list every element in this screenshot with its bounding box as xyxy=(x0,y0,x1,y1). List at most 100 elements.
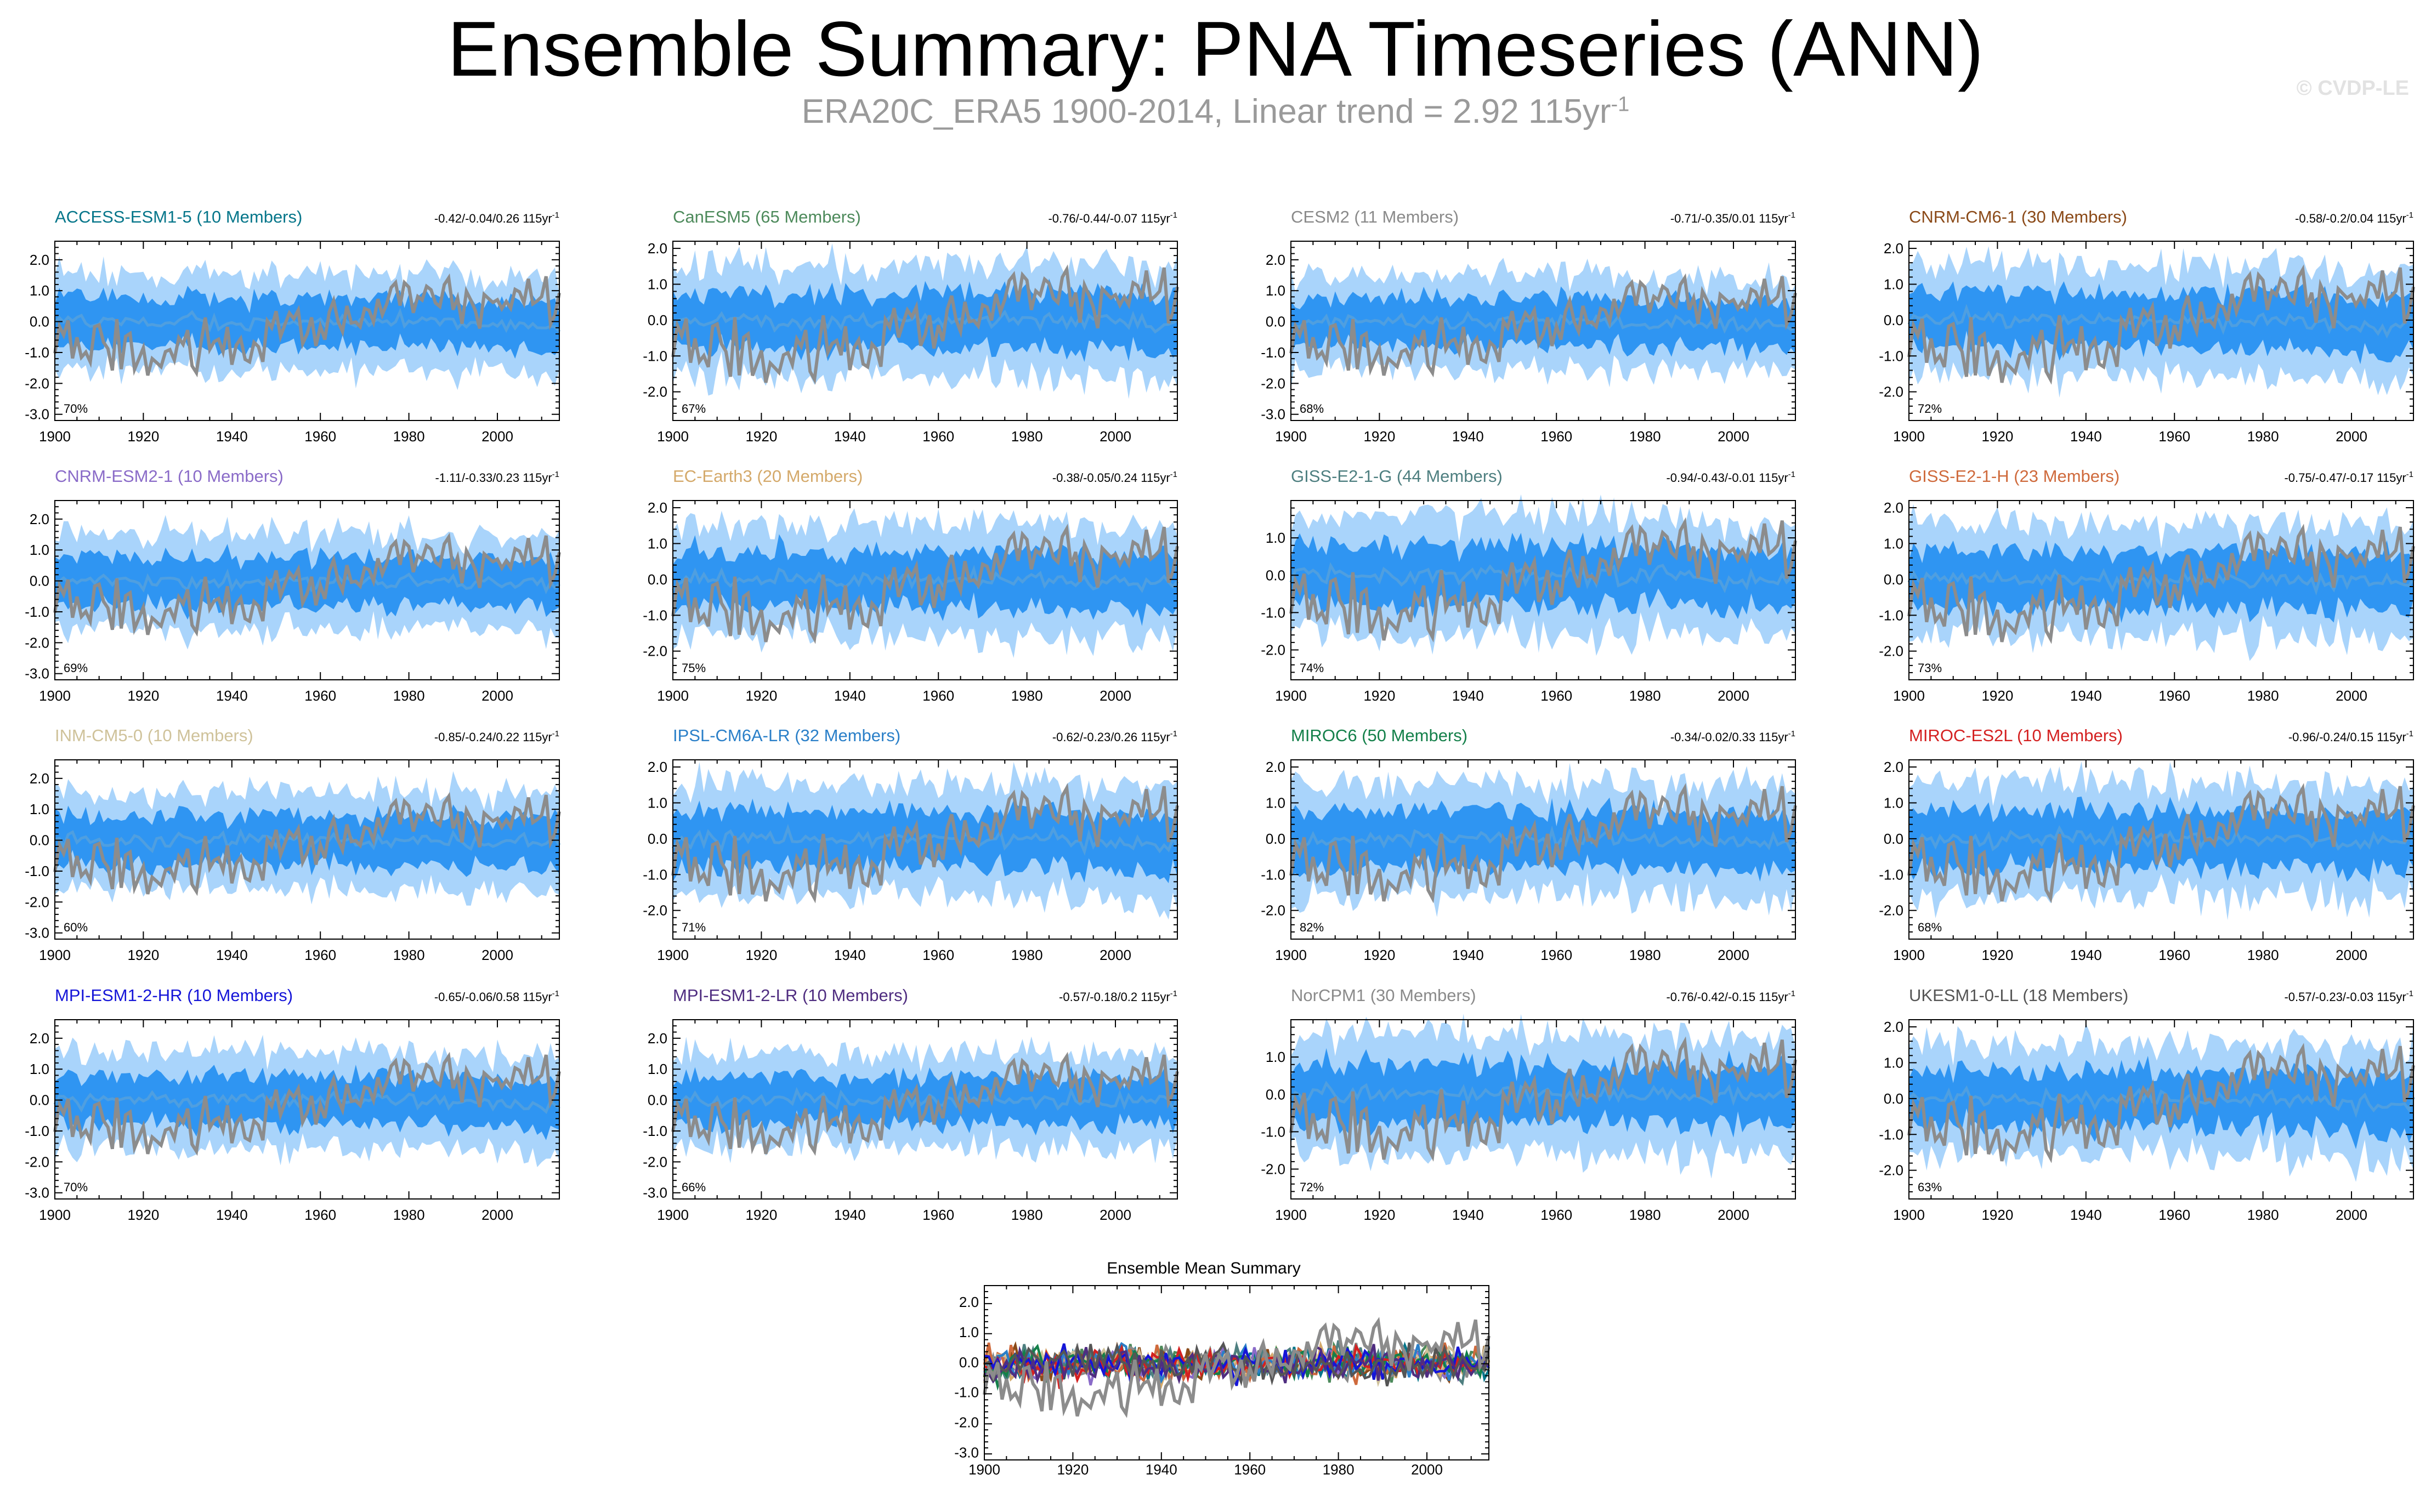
x-tick-label: 1900 xyxy=(657,1207,689,1223)
ensemble-mean-line xyxy=(1289,561,1796,594)
x-tick-label: 1900 xyxy=(1275,687,1307,704)
x-tick-label: 2000 xyxy=(1100,947,1131,963)
y-tick-label: 0.0 xyxy=(30,1092,49,1109)
panel-trend: -0.58/-0.2/0.04 115yr-1 xyxy=(2295,211,2413,225)
ensemble-mean-line xyxy=(54,828,561,854)
x-tick-label: 1920 xyxy=(127,1207,159,1223)
y-tick-label: -1.0 xyxy=(1879,348,1903,364)
panel-trend-superscript: -1 xyxy=(2406,989,2413,998)
panel-trend-superscript: -1 xyxy=(1170,211,1177,220)
plot-frame xyxy=(672,759,1178,940)
x-tick-label: 1960 xyxy=(922,687,954,704)
plot-frame xyxy=(672,500,1178,680)
y-tick-label: -1.0 xyxy=(1879,1126,1903,1142)
observed-line xyxy=(53,273,561,378)
y-tick-label: 2.0 xyxy=(648,240,667,257)
x-tick-label: 1940 xyxy=(1146,1462,1177,1478)
y-tick-label: 1.0 xyxy=(1266,794,1285,811)
panel-trend-superscript: -1 xyxy=(552,470,559,479)
y-tick-label: 0.0 xyxy=(1884,831,1903,847)
y-tick-label: -3.0 xyxy=(25,1185,49,1201)
panel-7: 1900 1920 1940 1960 1980 2000 2.0 1.0 0.0 -1.0 -2.… xyxy=(1879,467,2415,704)
x-tick-label: 1980 xyxy=(1011,428,1043,445)
y-tick-label: 0.0 xyxy=(1266,831,1285,847)
panel-trend-superscript: -1 xyxy=(1788,470,1795,479)
x-tick-label: 1960 xyxy=(922,947,954,963)
panel-title: GISS-E2-1-G (44 Members) xyxy=(1291,467,1503,486)
y-tick-label: 1.0 xyxy=(1884,1054,1903,1071)
panel-percent: 71% xyxy=(682,920,706,934)
panel-14: 1900 1920 1940 1960 1980 2000 1.0 0.0 -1.0 -2.0 No… xyxy=(1261,986,1797,1223)
y-tick-label: 1.0 xyxy=(1266,530,1285,546)
y-tick-label: -2.0 xyxy=(643,1153,667,1170)
x-tick-label: 1940 xyxy=(216,1207,248,1223)
observed-line xyxy=(53,792,561,896)
y-tick-label: 2.0 xyxy=(648,1030,667,1047)
ensemble-inner-band xyxy=(1909,1055,2413,1150)
x-tick-label: 1940 xyxy=(834,1207,866,1223)
x-tick-label: 1960 xyxy=(922,428,954,445)
y-tick-label: -1.0 xyxy=(25,863,49,879)
y-tick-label: 2.0 xyxy=(648,759,667,775)
x-tick-label: 1980 xyxy=(2247,687,2279,704)
summary-title: Ensemble Mean Summary xyxy=(1107,1259,1300,1277)
plot-frame xyxy=(54,241,560,421)
y-tick-label: 2.0 xyxy=(30,511,49,527)
y-tick-label: -1.0 xyxy=(954,1384,979,1401)
observed-line xyxy=(1907,264,2415,385)
ensemble-mean-line xyxy=(1907,304,2415,339)
x-tick-label: 1960 xyxy=(304,428,336,445)
y-tick-label: 1.0 xyxy=(648,794,667,811)
x-tick-label: 1940 xyxy=(834,428,866,445)
x-tick-label: 2000 xyxy=(2336,428,2367,445)
y-tick-label: 1.0 xyxy=(1884,794,1903,811)
x-tick-label: 1960 xyxy=(1234,1462,1266,1478)
ensemble-mean-line xyxy=(53,1090,560,1114)
y-tick-label: 0.0 xyxy=(648,571,667,588)
panel-5: 1900 1920 1940 1960 1980 2000 2.0 1.0 0.0 -1.0 -2.… xyxy=(643,467,1179,704)
y-tick-label: -2.0 xyxy=(643,643,667,660)
observed-line xyxy=(983,1317,1491,1418)
x-tick-label: 1980 xyxy=(1629,687,1661,704)
x-tick-label: 1960 xyxy=(1540,947,1572,963)
x-tick-label: 1980 xyxy=(2247,1207,2279,1223)
panel-title: MPI-ESM1-2-LR (10 Members) xyxy=(673,986,908,1005)
y-tick-label: -2.0 xyxy=(1261,902,1285,919)
x-tick-label: 1920 xyxy=(1981,428,2013,445)
y-tick-label: -2.0 xyxy=(643,902,667,919)
y-tick-label: 0.0 xyxy=(959,1354,979,1371)
x-tick-label: 2000 xyxy=(1100,1207,1131,1223)
y-tick-label: -2.0 xyxy=(1879,1162,1903,1179)
observed-line xyxy=(1907,1043,2415,1163)
x-tick-label: 1980 xyxy=(1629,428,1661,445)
y-tick-label: 1.0 xyxy=(30,282,49,299)
y-tick-label: 0.0 xyxy=(30,832,49,849)
x-tick-label: 1900 xyxy=(39,428,71,445)
x-tick-label: 1960 xyxy=(922,1207,954,1223)
x-tick-label: 1960 xyxy=(2158,1207,2190,1223)
plot-frame xyxy=(672,1019,1178,1200)
ensemble-mean-line xyxy=(54,308,560,333)
panel-percent: 68% xyxy=(1300,402,1324,416)
panel-trend: -0.71/-0.35/0.01 115yr-1 xyxy=(1670,211,1795,225)
panel-trend: -1.11/-0.33/0.23 115yr-1 xyxy=(435,470,559,485)
plot-frame xyxy=(1290,241,1796,421)
y-tick-label: -1.0 xyxy=(643,1123,667,1139)
x-tick-label: 2000 xyxy=(1411,1462,1443,1478)
panel-trend: -0.76/-0.44/-0.07 115yr-1 xyxy=(1048,211,1177,225)
x-tick-label: 1940 xyxy=(1452,687,1484,704)
x-tick-label: 1920 xyxy=(1363,1207,1395,1223)
panel-trend: -0.85/-0.24/0.22 115yr-1 xyxy=(434,729,559,744)
y-tick-label: 0.0 xyxy=(1884,312,1903,328)
observed-line xyxy=(671,783,1179,903)
plot-frame xyxy=(1908,759,2414,940)
x-tick-label: 1900 xyxy=(1893,1207,1925,1223)
x-tick-label: 1900 xyxy=(1893,428,1925,445)
figure-title: Ensemble Summary: PNA Timeseries (ANN) xyxy=(447,5,1984,93)
x-tick-label: 1900 xyxy=(657,947,689,963)
x-tick-label: 1900 xyxy=(39,1207,71,1223)
panel-percent: 67% xyxy=(682,402,706,416)
x-tick-label: 1920 xyxy=(745,687,777,704)
x-tick-label: 1940 xyxy=(1452,1207,1484,1223)
x-tick-label: 1980 xyxy=(2247,428,2279,445)
